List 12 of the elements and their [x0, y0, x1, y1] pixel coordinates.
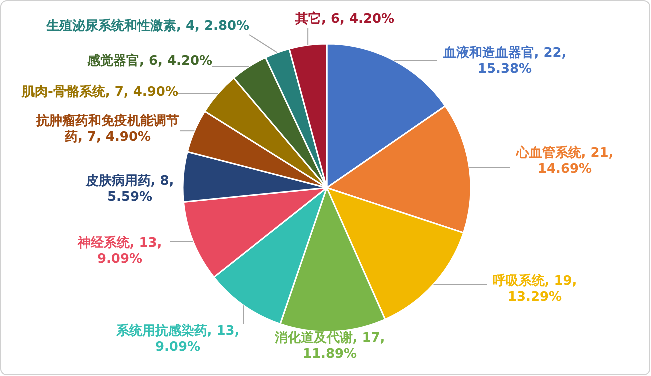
- slice-label: 感觉器官, 6, 4.20%: [88, 54, 213, 70]
- slice-label: 肌肉-骨骼系统, 7, 4.90%: [22, 85, 178, 101]
- slice-label: 心血管系统, 21, 14.69%: [515, 146, 615, 178]
- slice-label: 神经系统, 13, 9.09%: [76, 236, 164, 268]
- slice-label: 其它, 6, 4.20%: [296, 12, 395, 28]
- slice-label: 皮肤病用药, 8, 5.59%: [84, 174, 176, 206]
- slice-label: 生殖泌尿系统和性激素, 4, 2.80%: [46, 19, 250, 35]
- slice-label: 系统用抗感染药, 13, 9.09%: [115, 324, 241, 356]
- slice-label: 呼吸系统, 19, 13.29%: [492, 274, 578, 306]
- slice-label: 抗肿瘤药和免疫机能调节药, 7, 4.90%: [36, 114, 180, 146]
- slice-label: 血液和造血器官, 22, 15.38%: [442, 46, 568, 78]
- slice-label: 消化道及代谢, 17, 11.89%: [274, 331, 386, 363]
